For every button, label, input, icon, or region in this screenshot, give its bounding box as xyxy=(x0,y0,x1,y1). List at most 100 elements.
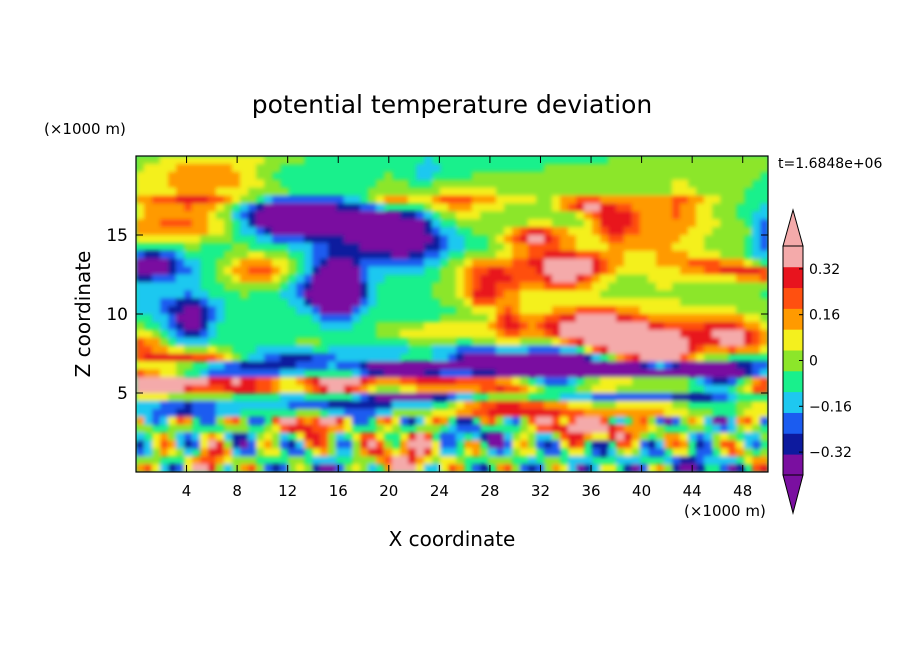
field-cell xyxy=(624,250,633,260)
field-cell xyxy=(264,400,273,410)
field-cell xyxy=(160,258,169,268)
field-cell xyxy=(440,377,449,386)
field-cell xyxy=(576,258,585,268)
field-cell xyxy=(632,377,641,386)
field-cell xyxy=(312,337,321,347)
field-cell xyxy=(464,424,473,434)
field-cell xyxy=(536,337,545,347)
field-cell xyxy=(136,377,145,386)
field-cell xyxy=(648,258,657,268)
field-cell xyxy=(448,408,457,418)
field-cell xyxy=(392,377,401,386)
field-cell xyxy=(208,163,217,173)
field-cell xyxy=(280,258,289,268)
field-cell xyxy=(728,282,737,291)
field-cell xyxy=(648,306,657,315)
field-cell xyxy=(208,171,217,181)
field-cell xyxy=(264,227,273,236)
field-cell xyxy=(632,227,641,236)
field-cell xyxy=(760,329,768,339)
field-cell xyxy=(136,227,145,236)
field-cell xyxy=(560,361,569,370)
field-cell xyxy=(288,227,297,236)
field-cell xyxy=(712,163,721,173)
field-cell xyxy=(728,266,737,276)
field-cell xyxy=(696,321,705,331)
field-cell xyxy=(304,361,313,370)
field-cell xyxy=(312,424,321,434)
field-cell xyxy=(352,314,361,323)
field-cell xyxy=(600,400,609,410)
field-cell xyxy=(600,369,609,378)
field-cell xyxy=(672,282,681,291)
field-cell xyxy=(704,448,713,457)
field-cell xyxy=(376,179,385,189)
field-cell xyxy=(504,400,513,410)
field-cell xyxy=(176,306,185,315)
field-cell xyxy=(144,203,153,212)
colorbar-bin xyxy=(783,412,803,434)
field-cell xyxy=(552,219,561,228)
field-cell xyxy=(400,440,409,449)
field-cell xyxy=(528,266,537,276)
field-cell xyxy=(160,361,169,370)
field-cell xyxy=(472,345,481,355)
field-cell xyxy=(384,353,393,362)
field-cell xyxy=(232,195,241,204)
field-cell xyxy=(568,274,577,283)
field-cell xyxy=(184,171,193,181)
field-cell xyxy=(184,179,193,189)
field-cell xyxy=(312,400,321,410)
field-cell xyxy=(632,416,641,426)
field-cell xyxy=(384,242,393,252)
field-cell xyxy=(520,440,529,449)
field-cell xyxy=(320,242,329,252)
field-cell xyxy=(664,203,673,212)
field-cell xyxy=(352,274,361,283)
field-cell xyxy=(752,385,761,394)
field-cell xyxy=(472,306,481,315)
field-cell xyxy=(736,171,745,181)
field-cell xyxy=(384,250,393,260)
field-cell xyxy=(656,424,665,434)
field-cell xyxy=(168,464,177,472)
field-cell xyxy=(568,179,577,189)
field-cell xyxy=(608,235,617,244)
field-cell xyxy=(184,298,193,307)
field-cell xyxy=(344,195,353,204)
field-cell xyxy=(320,377,329,386)
field-cell xyxy=(224,456,233,465)
field-cell xyxy=(328,353,337,362)
field-cell xyxy=(672,321,681,331)
field-cell xyxy=(384,385,393,394)
field-cell xyxy=(656,416,665,426)
field-cell xyxy=(352,440,361,449)
field-cell xyxy=(672,448,681,457)
field-cell xyxy=(688,211,697,220)
field-cell xyxy=(240,195,249,204)
field-cell xyxy=(344,377,353,386)
field-cell xyxy=(344,321,353,331)
field-cell xyxy=(488,385,497,394)
field-cell xyxy=(224,416,233,426)
field-cell xyxy=(480,219,489,228)
field-cell xyxy=(584,416,593,426)
field-cell xyxy=(584,163,593,173)
field-cell xyxy=(360,306,369,315)
field-cell xyxy=(648,219,657,228)
field-cell xyxy=(752,250,761,260)
field-cell xyxy=(656,179,665,189)
field-cell xyxy=(680,282,689,291)
field-cell xyxy=(208,298,217,307)
field-cell xyxy=(160,179,169,189)
field-cell xyxy=(640,408,649,418)
field-cell xyxy=(392,321,401,331)
field-cell xyxy=(536,369,545,378)
field-cell xyxy=(576,227,585,236)
field-cell xyxy=(496,408,505,418)
field-cell xyxy=(184,219,193,228)
field-cell xyxy=(408,440,417,449)
field-cell xyxy=(648,187,657,197)
field-cell xyxy=(632,211,641,220)
field-cell xyxy=(624,314,633,323)
